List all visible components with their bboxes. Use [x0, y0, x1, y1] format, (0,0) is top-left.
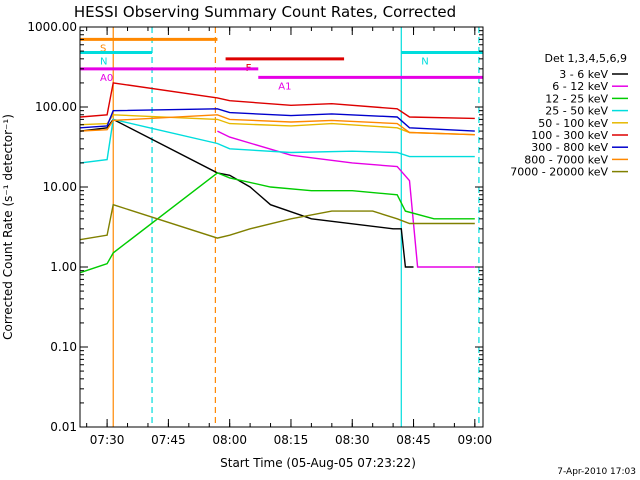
x-tick-label: 09:00	[458, 433, 493, 447]
x-tick-label: 08:00	[212, 433, 247, 447]
x-tick-label: 07:30	[90, 433, 125, 447]
legend-title: Det 1,3,4,5,6,9	[544, 52, 627, 65]
x-tick-label: 08:15	[274, 433, 309, 447]
legend-label: 50 - 100 keV	[538, 117, 608, 130]
flag-bars: SNNFA0A1	[80, 37, 483, 92]
legend-label: 300 - 800 keV	[531, 141, 608, 154]
x-tick-label: 08:45	[396, 433, 431, 447]
plot-frame	[79, 26, 484, 428]
y-tick-label: 100.00	[35, 100, 77, 114]
flag-label: A1	[278, 81, 291, 92]
series-line	[80, 114, 475, 136]
series-line	[80, 172, 475, 274]
legend-label: 25 - 50 keV	[545, 105, 608, 118]
x-tick-label: 08:30	[335, 433, 370, 447]
y-axis-ticks: 0.01 0.10 1.00 10.00 100.00 1000.00	[27, 20, 483, 434]
legend-label: 800 - 7000 keV	[524, 153, 608, 166]
y-tick-label: 0.01	[50, 420, 77, 434]
series-layer	[80, 82, 475, 274]
y-tick-label: 1000.00	[27, 20, 77, 34]
flag-label: S	[100, 43, 106, 54]
legend-label: 12 - 25 keV	[545, 92, 608, 105]
x-axis-ticks: 07:30 07:45 08:00 08:15 08:30 08:45 09:00	[86, 27, 493, 447]
y-tick-label: 10.00	[43, 180, 77, 194]
series-line	[80, 203, 475, 241]
series-line	[80, 82, 475, 120]
y-tick-label: 1.00	[50, 260, 77, 274]
series-line	[80, 118, 475, 164]
legend-label: 7000 - 20000 keV	[510, 166, 608, 179]
flag-label: N	[100, 57, 107, 68]
legend-label: 100 - 300 keV	[531, 129, 608, 142]
series-line	[217, 130, 475, 268]
chart-title: HESSI Observing Summary Count Rates, Cor…	[74, 3, 456, 21]
flag-label: N	[421, 57, 428, 68]
y-tick-label: 0.10	[50, 340, 77, 354]
flag-label: A0	[100, 73, 113, 84]
y-axis-label: Corrected Count Rate (s⁻¹ detector⁻¹)	[1, 114, 15, 340]
series-line	[80, 108, 475, 132]
legend-label: 3 - 6 keV	[559, 68, 608, 81]
legend-label: 6 - 12 keV	[552, 80, 608, 93]
vertical-markers	[112, 27, 480, 427]
x-axis-label: Start Time (05-Aug-05 07:23:22)	[220, 456, 416, 470]
x-tick-label: 07:45	[151, 433, 186, 447]
footer-timestamp: 7-Apr-2010 17:03	[557, 467, 636, 477]
